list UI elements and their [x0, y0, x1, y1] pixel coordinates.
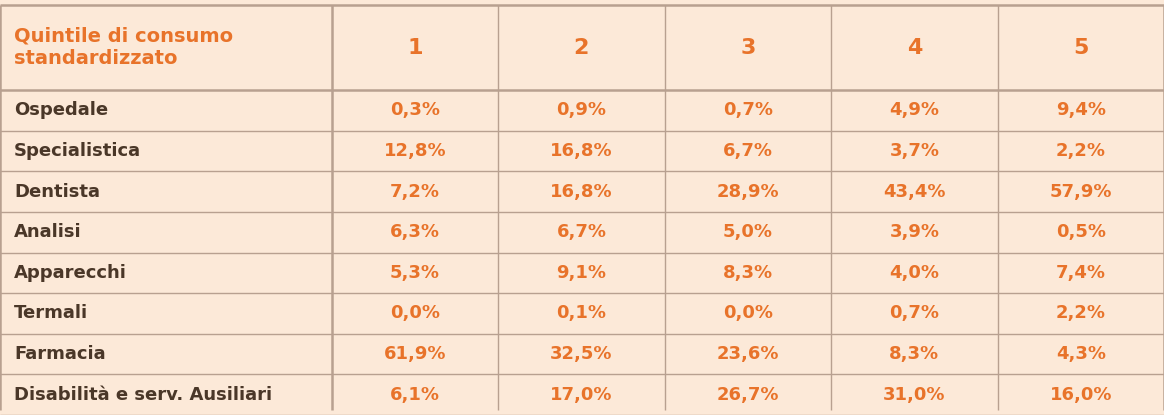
Text: 1: 1	[407, 37, 423, 58]
Text: 0,7%: 0,7%	[889, 305, 939, 322]
Text: 2,2%: 2,2%	[1056, 142, 1106, 160]
Text: Dentista: Dentista	[14, 183, 100, 200]
Text: Farmacia: Farmacia	[14, 345, 106, 363]
Text: 17,0%: 17,0%	[551, 386, 612, 404]
Text: 9,4%: 9,4%	[1056, 101, 1106, 120]
Text: 16,8%: 16,8%	[551, 142, 612, 160]
Text: 26,7%: 26,7%	[717, 386, 779, 404]
Text: 4: 4	[907, 37, 922, 58]
Text: 32,5%: 32,5%	[551, 345, 612, 363]
Text: Termali: Termali	[14, 305, 88, 322]
Text: 31,0%: 31,0%	[883, 386, 945, 404]
Text: 5,3%: 5,3%	[390, 264, 440, 282]
Text: 3: 3	[740, 37, 755, 58]
Text: 7,2%: 7,2%	[390, 183, 440, 200]
Text: 6,7%: 6,7%	[723, 142, 773, 160]
Text: 0,5%: 0,5%	[1056, 223, 1106, 241]
Text: 8,3%: 8,3%	[723, 264, 773, 282]
Text: 2,2%: 2,2%	[1056, 305, 1106, 322]
Text: 2: 2	[574, 37, 589, 58]
Text: 16,8%: 16,8%	[551, 183, 612, 200]
Text: 0,0%: 0,0%	[390, 305, 440, 322]
Text: 16,0%: 16,0%	[1050, 386, 1112, 404]
Text: Apparecchi: Apparecchi	[14, 264, 127, 282]
Text: 57,9%: 57,9%	[1050, 183, 1112, 200]
Text: 23,6%: 23,6%	[717, 345, 779, 363]
Text: 0,1%: 0,1%	[556, 305, 606, 322]
Text: Ospedale: Ospedale	[14, 101, 108, 120]
Text: 43,4%: 43,4%	[883, 183, 945, 200]
Text: 5: 5	[1073, 37, 1088, 58]
Text: 61,9%: 61,9%	[384, 345, 446, 363]
Text: 12,8%: 12,8%	[384, 142, 446, 160]
Text: 4,0%: 4,0%	[889, 264, 939, 282]
Text: 7,4%: 7,4%	[1056, 264, 1106, 282]
Text: 6,7%: 6,7%	[556, 223, 606, 241]
Text: 0,0%: 0,0%	[723, 305, 773, 322]
Text: Quintile di consumo
standardizzato: Quintile di consumo standardizzato	[14, 27, 233, 68]
Text: 9,1%: 9,1%	[556, 264, 606, 282]
Text: Analisi: Analisi	[14, 223, 81, 241]
Text: 6,1%: 6,1%	[390, 386, 440, 404]
Text: 3,9%: 3,9%	[889, 223, 939, 241]
Text: 4,3%: 4,3%	[1056, 345, 1106, 363]
Text: Specialistica: Specialistica	[14, 142, 141, 160]
Text: 3,7%: 3,7%	[889, 142, 939, 160]
Text: 6,3%: 6,3%	[390, 223, 440, 241]
Text: 8,3%: 8,3%	[889, 345, 939, 363]
Text: Disabilità e serv. Ausiliari: Disabilità e serv. Ausiliari	[14, 386, 272, 404]
Text: 28,9%: 28,9%	[717, 183, 779, 200]
Text: 0,7%: 0,7%	[723, 101, 773, 120]
Text: 5,0%: 5,0%	[723, 223, 773, 241]
Text: 4,9%: 4,9%	[889, 101, 939, 120]
Text: 0,3%: 0,3%	[390, 101, 440, 120]
Text: 0,9%: 0,9%	[556, 101, 606, 120]
